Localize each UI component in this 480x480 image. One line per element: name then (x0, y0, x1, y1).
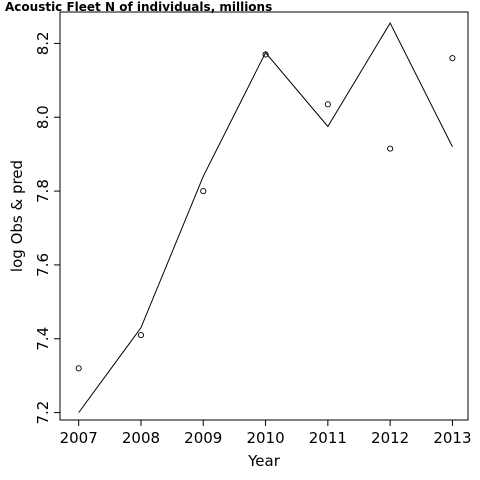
y-tick-label: 7.2 (34, 401, 52, 425)
observed-point (449, 55, 456, 62)
y-tick-label: 7.4 (34, 327, 52, 351)
series-layer (75, 22, 456, 413)
x-tick-label: 2012 (371, 429, 409, 447)
y-axis: 7.2 7.4 7.6 7.8 8.0 8.2 (34, 31, 60, 425)
observed-point (387, 145, 394, 152)
x-tick-label: 2009 (184, 429, 222, 447)
chart-title: Acoustic Fleet N of individuals, million… (5, 0, 272, 14)
y-axis-label: log Obs & pred (8, 160, 26, 272)
observed-point (200, 188, 207, 195)
y-tick-label: 7.8 (34, 179, 52, 203)
y-tick-label: 8.0 (34, 105, 52, 129)
observed-point (137, 332, 145, 339)
y-tick-label: 7.6 (34, 253, 52, 277)
x-tick-label: 2007 (60, 429, 98, 447)
x-tick-label: 2010 (246, 429, 284, 447)
x-axis-label: Year (247, 452, 281, 470)
predicted-line (78, 22, 453, 413)
plot-frame (59, 11, 469, 421)
observed-point (324, 101, 331, 108)
y-tick-label: 8.2 (34, 31, 52, 55)
x-tick-label: 2008 (122, 429, 160, 447)
x-tick-label: 2013 (433, 429, 471, 447)
x-axis: 2007 2008 2009 2010 2011 2012 2013 (60, 420, 472, 447)
x-tick-label: 2011 (309, 429, 347, 447)
observed-point (75, 365, 82, 372)
